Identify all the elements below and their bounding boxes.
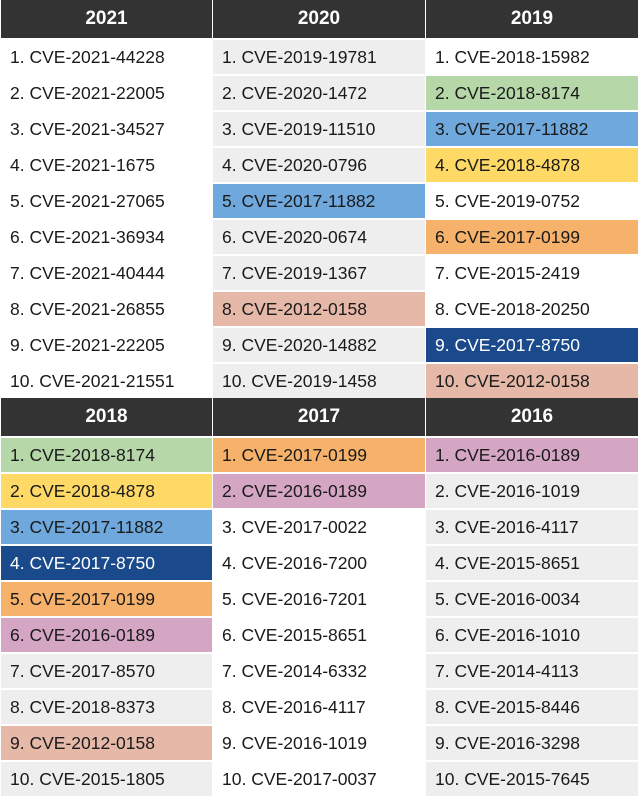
cve-list-item: 10. CVE-2015-1805 — [1, 762, 212, 796]
cve-list-item: 1. CVE-2018-8174 — [1, 438, 212, 472]
cve-list-item: 3. CVE-2016-4117 — [426, 510, 638, 544]
cve-list-item: 7. CVE-2021-40444 — [1, 256, 212, 290]
cve-list-item: 6. CVE-2020-0674 — [213, 220, 425, 254]
cve-list-item: 9. CVE-2012-0158 — [1, 726, 212, 760]
cve-list-item: 7. CVE-2019-1367 — [213, 256, 425, 290]
cve-list-item: 9. CVE-2016-1019 — [213, 726, 425, 760]
cve-list-item: 1. CVE-2017-0199 — [213, 438, 425, 472]
year-header-2021: 2021 — [1, 0, 212, 38]
cve-list-item: 8. CVE-2018-20250 — [426, 292, 638, 326]
cve-list-item: 6. CVE-2015-8651 — [213, 618, 425, 652]
cve-list-item: 10. CVE-2019-1458 — [213, 364, 425, 398]
cve-list-item: 9. CVE-2020-14882 — [213, 328, 425, 362]
year-header-2019: 2019 — [426, 0, 638, 38]
cve-list-item: 2. CVE-2021-22005 — [1, 76, 212, 110]
cve-list-item: 2. CVE-2016-1019 — [426, 474, 638, 508]
cve-list-item: 5. CVE-2016-7201 — [213, 582, 425, 616]
cve-list-item: 10. CVE-2017-0037 — [213, 762, 425, 796]
cve-list-item: 4. CVE-2017-8750 — [1, 546, 212, 580]
cve-list-item: 2. CVE-2018-8174 — [426, 76, 638, 110]
cve-list-item: 9. CVE-2021-22205 — [1, 328, 212, 362]
cve-list-item: 10. CVE-2012-0158 — [426, 364, 638, 398]
year-header-2018: 2018 — [1, 398, 212, 436]
year-header-2017: 2017 — [213, 398, 425, 436]
cve-list-item: 3. CVE-2021-34527 — [1, 112, 212, 146]
cve-list-item: 2. CVE-2016-0189 — [213, 474, 425, 508]
cve-list-item: 2. CVE-2018-4878 — [1, 474, 212, 508]
cve-list-item: 4. CVE-2021-1675 — [1, 148, 212, 182]
cve-list-item: 8. CVE-2012-0158 — [213, 292, 425, 326]
cve-list-item: 1. CVE-2018-15982 — [426, 40, 638, 74]
cve-list-item: 9. CVE-2017-8750 — [426, 328, 638, 362]
cve-list-item: 8. CVE-2018-8373 — [1, 690, 212, 724]
cve-list-item: 5. CVE-2017-0199 — [1, 582, 212, 616]
cve-list-item: 7. CVE-2014-4113 — [426, 654, 638, 688]
cve-list-item: 7. CVE-2017-8570 — [1, 654, 212, 688]
cve-list-item: 1. CVE-2016-0189 — [426, 438, 638, 472]
cve-list-item: 3. CVE-2017-11882 — [426, 112, 638, 146]
cve-list-item: 10. CVE-2015-7645 — [426, 762, 638, 796]
cve-list-item: 3. CVE-2017-11882 — [1, 510, 212, 544]
cve-list-item: 5. CVE-2016-0034 — [426, 582, 638, 616]
cve-list-item: 8. CVE-2016-4117 — [213, 690, 425, 724]
cve-list-item: 6. CVE-2021-36934 — [1, 220, 212, 254]
cve-list-item: 1. CVE-2019-19781 — [213, 40, 425, 74]
cve-list-item: 2. CVE-2020-1472 — [213, 76, 425, 110]
cve-list-item: 10. CVE-2021-21551 — [1, 364, 212, 398]
cve-list-item: 4. CVE-2015-8651 — [426, 546, 638, 580]
cve-list-item: 6. CVE-2016-0189 — [1, 618, 212, 652]
cve-list-item: 5. CVE-2019-0752 — [426, 184, 638, 218]
year-header-2016: 2016 — [426, 398, 638, 436]
cve-list-item: 7. CVE-2014-6332 — [213, 654, 425, 688]
cve-list-item: 1. CVE-2021-44228 — [1, 40, 212, 74]
cve-list-item: 3. CVE-2017-0022 — [213, 510, 425, 544]
cve-list-item: 4. CVE-2018-4878 — [426, 148, 638, 182]
cve-list-item: 4. CVE-2020-0796 — [213, 148, 425, 182]
cve-list-item: 8. CVE-2015-8446 — [426, 690, 638, 724]
cve-list-item: 6. CVE-2016-1010 — [426, 618, 638, 652]
cve-list-item: 9. CVE-2016-3298 — [426, 726, 638, 760]
cve-list-item: 5. CVE-2017-11882 — [213, 184, 425, 218]
cve-list-item: 4. CVE-2016-7200 — [213, 546, 425, 580]
cve-list-item: 8. CVE-2021-26855 — [1, 292, 212, 326]
cve-list-item: 5. CVE-2021-27065 — [1, 184, 212, 218]
cve-list-item: 3. CVE-2019-11510 — [213, 112, 425, 146]
year-header-2020: 2020 — [213, 0, 425, 38]
cve-list-item: 6. CVE-2017-0199 — [426, 220, 638, 254]
cve-list-item: 7. CVE-2015-2419 — [426, 256, 638, 290]
